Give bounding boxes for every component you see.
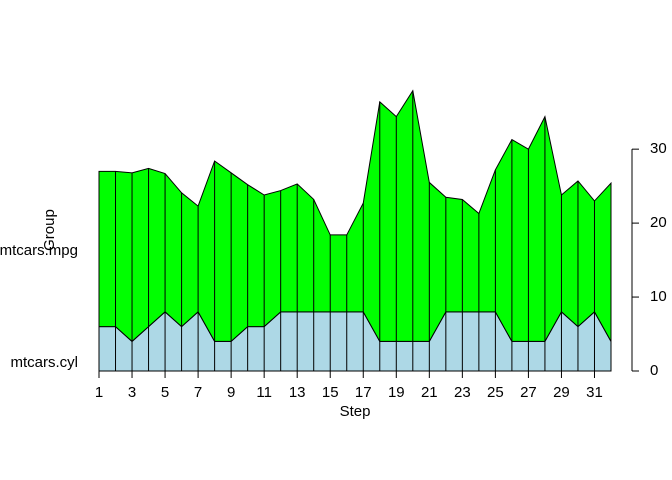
x-tick-label: 29	[553, 384, 570, 401]
x-tick-label: 21	[421, 384, 438, 401]
y-tick-label: 20	[650, 214, 667, 231]
x-axis-label: Step	[340, 403, 371, 420]
x-tick-label: 31	[586, 384, 603, 401]
x-tick-label: 17	[355, 384, 372, 401]
x-tick-label: 15	[322, 384, 339, 401]
x-tick-label: 3	[128, 384, 136, 401]
y-axis-label: Group	[41, 209, 58, 251]
legend-label: mtcars.cyl	[11, 354, 79, 371]
y-tick-label: 0	[650, 362, 658, 379]
x-tick-label: 11	[256, 384, 272, 401]
x-tick-label: 27	[520, 384, 537, 401]
x-tick-label: 7	[194, 384, 202, 401]
x-tick-label: 23	[454, 384, 471, 401]
x-tick-label: 25	[487, 384, 504, 401]
legend-label: mtcars.mpg	[0, 242, 78, 259]
x-tick-label: 9	[227, 384, 235, 401]
x-tick-label: 19	[388, 384, 405, 401]
y-tick-label: 30	[650, 140, 667, 157]
x-tick-label: 5	[161, 384, 169, 401]
area	[98, 89, 612, 344]
y-tick-label: 10	[650, 288, 667, 305]
x-tick-label: 13	[289, 384, 306, 401]
x-tick-label: 1	[95, 384, 103, 401]
